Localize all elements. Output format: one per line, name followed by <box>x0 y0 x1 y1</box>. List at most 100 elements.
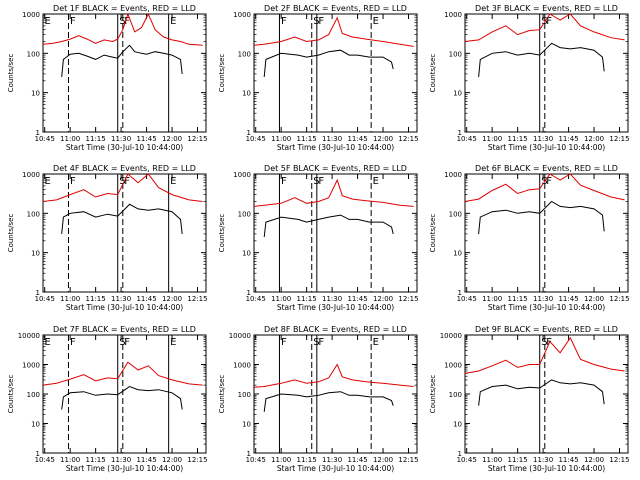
x-tick-label: 11:45 <box>347 456 367 464</box>
x-tick-label: 11:00 <box>271 135 291 143</box>
x-axis-label: Start Time (30-Jul-10 10:44:00) <box>66 143 183 152</box>
x-tick-label: 11:30 <box>111 135 131 143</box>
y-tick-label: 100 <box>449 210 462 218</box>
flag-label: E <box>170 337 176 348</box>
flag-label: E <box>170 16 176 27</box>
series-line-lld <box>42 12 203 46</box>
y-tick-label: 10000 <box>18 332 40 340</box>
panel-title: Det 9F BLACK = Events, RED = LLD <box>475 325 618 334</box>
x-tick-label: 11:30 <box>533 135 553 143</box>
flag-label: F <box>124 176 130 187</box>
x-tick-label: 11:15 <box>297 135 317 143</box>
y-tick-label: 10000 <box>440 332 462 340</box>
plot-frame <box>464 334 629 454</box>
series-line-events <box>61 385 183 410</box>
x-tick-label: 12:15 <box>609 135 629 143</box>
x-tick-label: 11:15 <box>297 456 317 464</box>
x-tick-label: 11:30 <box>322 135 342 143</box>
plot-frame <box>253 173 418 293</box>
y-tick-label: 1000 <box>444 171 462 179</box>
series-line-lld <box>464 336 625 374</box>
panel-det-8: Det 8F BLACK = Events, RED = LLD 1 10 100 10… <box>218 325 419 473</box>
x-tick-label: 11:15 <box>508 135 528 143</box>
x-tick-label: 11:15 <box>86 456 106 464</box>
x-tick-label: 10:45 <box>457 456 477 464</box>
x-tick-label: 10:45 <box>246 295 266 303</box>
x-tick-label: 10:45 <box>35 295 55 303</box>
x-tick-label: 11:15 <box>86 295 106 303</box>
x-tick-label: 12:15 <box>609 295 629 303</box>
x-tick-label: 11:30 <box>111 295 131 303</box>
x-axis-label: Start Time (30-Jul-10 10:44:00) <box>488 464 605 473</box>
x-tick-label: 11:45 <box>136 456 156 464</box>
x-axis-label: Start Time (30-Jul-10 10:44:00) <box>277 464 394 473</box>
x-tick-label: 12:00 <box>584 135 604 143</box>
series-line-lld <box>42 173 203 202</box>
x-tick-label: 11:45 <box>558 295 578 303</box>
x-tick-label: 11:00 <box>60 456 80 464</box>
x-tick-label: 10:45 <box>246 135 266 143</box>
series-line-lld <box>253 178 414 207</box>
panel-title: Det 8F BLACK = Events, RED = LLD <box>264 325 407 334</box>
flag-label: F <box>318 176 324 187</box>
flag-label: F <box>546 176 552 187</box>
panel-det-9: Det 9F BLACK = Events, RED = LLD 1 10 100 10… <box>429 325 630 473</box>
y-tick-label: 1 <box>458 450 462 458</box>
series-line-lld <box>464 173 625 202</box>
flag-label: F <box>281 16 287 27</box>
flag-label: S <box>541 337 547 348</box>
x-tick-label: 12:00 <box>162 456 182 464</box>
y-tick-label: 10 <box>242 90 251 98</box>
x-tick-label: 11:15 <box>86 135 106 143</box>
x-tick-label: 11:00 <box>271 295 291 303</box>
x-tick-label: 12:15 <box>398 456 418 464</box>
x-axis-label: Start Time (30-Jul-10 10:44:00) <box>66 464 183 473</box>
y-tick-label: 1 <box>458 289 462 297</box>
flag-label: E <box>373 16 379 27</box>
y-tick-label: 100 <box>27 50 40 58</box>
flag-label: E <box>45 337 51 348</box>
y-tick-label: 1000 <box>233 11 251 19</box>
y-tick-label: 1000 <box>233 362 251 370</box>
x-tick-label: 10:45 <box>457 295 477 303</box>
y-tick-label: 100 <box>238 391 251 399</box>
flag-label: S <box>119 176 125 187</box>
panel-title: Det 4F BLACK = Events, RED = LLD <box>53 164 196 173</box>
y-axis-label: Counts/sec <box>218 375 226 414</box>
panel-title: Det 1F BLACK = Events, RED = LLD <box>53 4 196 13</box>
x-tick-label: 10:45 <box>35 456 55 464</box>
panel-det-2: Det 2F BLACK = Events, RED = LLD 1 10 100 10… <box>218 4 419 152</box>
series-line-events <box>478 42 605 78</box>
x-tick-label: 11:15 <box>297 295 317 303</box>
x-tick-label: 12:00 <box>162 135 182 143</box>
flag-label: S <box>119 16 125 27</box>
panel-title: Det 7F BLACK = Events, RED = LLD <box>53 325 196 334</box>
y-tick-label: 1000 <box>22 171 40 179</box>
x-tick-label: 12:15 <box>609 456 629 464</box>
y-axis-label: Counts/sec <box>218 214 226 253</box>
flag-label: S <box>119 337 125 348</box>
y-tick-label: 1 <box>247 129 251 137</box>
x-tick-label: 11:00 <box>271 456 291 464</box>
flag-label: F <box>70 176 76 187</box>
series-line-lld <box>42 361 203 386</box>
y-axis-label: Counts/sec <box>429 214 437 253</box>
x-tick-label: 12:00 <box>373 456 393 464</box>
flag-label: F <box>124 16 130 27</box>
x-axis-label: Start Time (30-Jul-10 10:44:00) <box>488 143 605 152</box>
panel-title: Det 5F BLACK = Events, RED = LLD <box>264 164 407 173</box>
panel-det-5: Det 5F BLACK = Events, RED = LLD 1 10 100 10… <box>218 164 419 312</box>
x-tick-label: 11:30 <box>322 295 342 303</box>
x-tick-label: 11:00 <box>482 295 502 303</box>
flag-label: E <box>373 176 379 187</box>
x-tick-label: 11:45 <box>558 456 578 464</box>
panel-title: Det 6F BLACK = Events, RED = LLD <box>475 164 618 173</box>
flag-label: F <box>70 337 76 348</box>
flag-label: F <box>318 337 324 348</box>
x-tick-label: 10:45 <box>35 135 55 143</box>
y-tick-label: 1 <box>247 450 251 458</box>
x-tick-label: 12:00 <box>584 456 604 464</box>
y-tick-label: 100 <box>238 50 251 58</box>
panel-det-1: Det 1F BLACK = Events, RED = LLD 1 10 100 10… <box>7 4 208 152</box>
